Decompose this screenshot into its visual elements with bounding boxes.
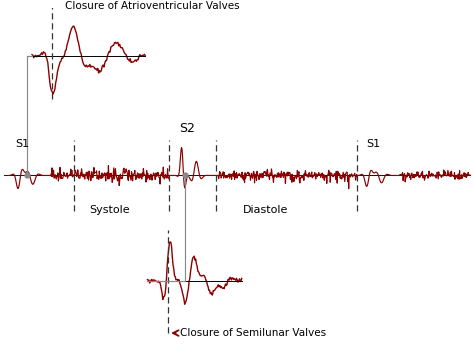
Text: Systole: Systole xyxy=(90,205,130,215)
Text: S1: S1 xyxy=(366,139,381,149)
Text: Diastole: Diastole xyxy=(243,205,288,215)
Text: Closure of Semilunar Valves: Closure of Semilunar Valves xyxy=(181,328,327,338)
Text: S2: S2 xyxy=(180,122,195,135)
Text: Closure of Atrioventricular Valves: Closure of Atrioventricular Valves xyxy=(64,1,239,11)
Text: S1: S1 xyxy=(16,139,30,149)
